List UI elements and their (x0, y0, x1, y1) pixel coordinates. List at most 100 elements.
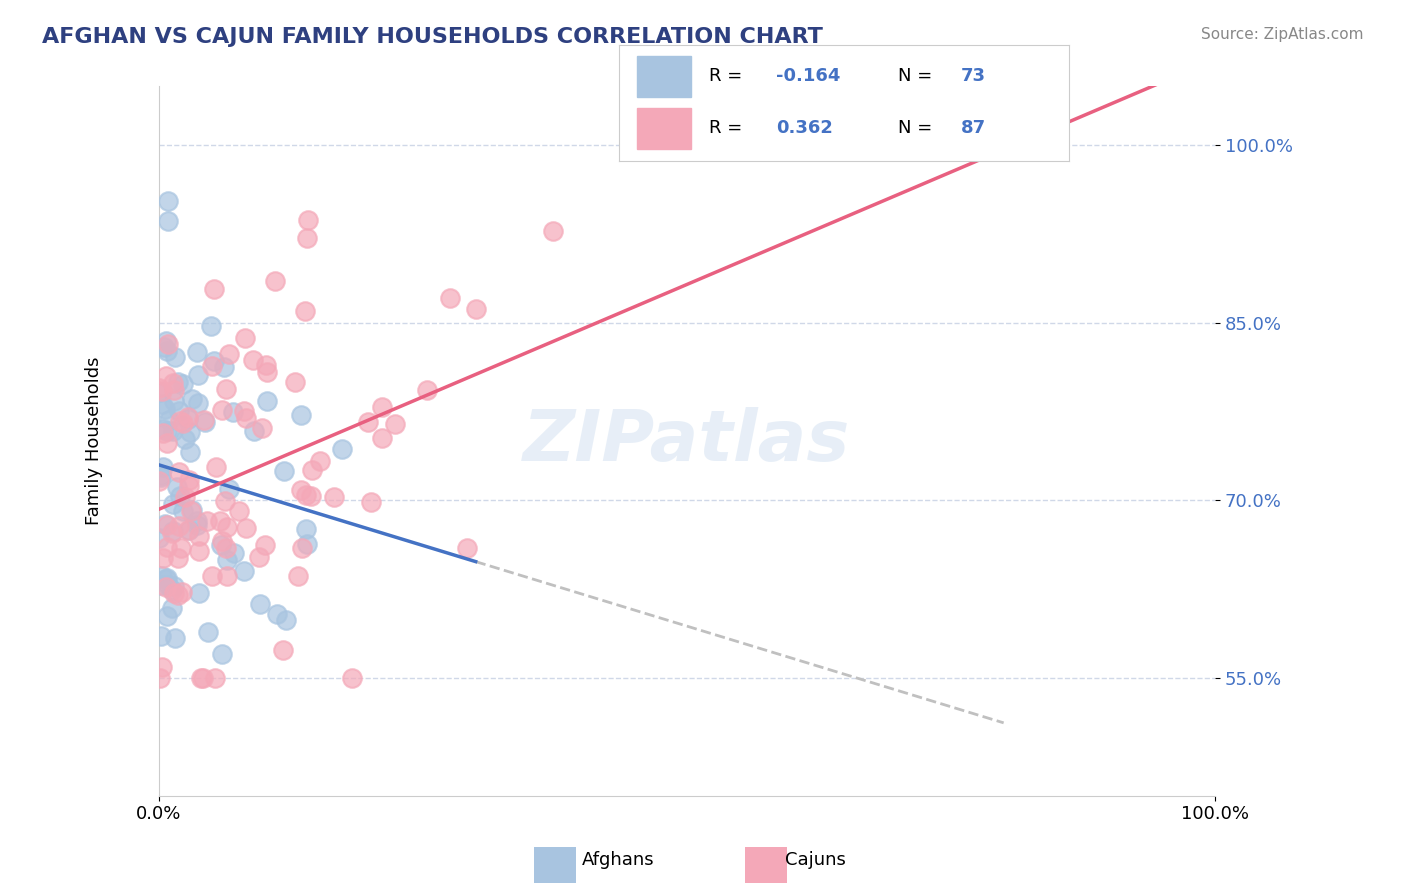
Point (165, 632, 187, 646)
Point (177, 409, 200, 424)
Point (197, 624, 219, 639)
Point (170, 541, 193, 555)
Point (330, 442, 353, 457)
Point (186, 345, 208, 359)
Point (264, 273, 287, 287)
Point (148, 531, 170, 545)
Point (187, 544, 209, 558)
Point (201, 568, 224, 582)
Point (205, 460, 228, 475)
Point (384, 417, 406, 431)
Point (167, 551, 190, 566)
Point (356, 416, 378, 430)
Point (169, 489, 191, 503)
Point (150, 396, 173, 410)
Text: N =: N = (897, 67, 938, 85)
Point (371, 400, 394, 414)
Point (228, 504, 250, 518)
Point (211, 534, 233, 549)
Point (149, 467, 172, 482)
Point (149, 671, 172, 685)
Point (217, 552, 239, 566)
Point (155, 368, 177, 383)
Point (193, 412, 215, 426)
Point (156, 424, 179, 438)
Point (160, 600, 183, 615)
Point (274, 613, 297, 627)
Point (200, 319, 222, 334)
Point (187, 396, 209, 410)
Point (160, 583, 183, 598)
Point (187, 586, 209, 600)
Point (181, 392, 204, 406)
Point (249, 598, 271, 612)
Point (148, 474, 170, 488)
Point (156, 608, 179, 623)
Point (155, 580, 177, 594)
Bar (637, 56, 690, 97)
Text: R =: R = (709, 67, 748, 85)
Point (180, 504, 202, 518)
Point (155, 572, 177, 586)
Point (247, 549, 270, 564)
Point (156, 518, 179, 533)
Point (371, 431, 394, 445)
Text: N =: N = (897, 120, 938, 137)
Point (180, 503, 202, 517)
Point (301, 463, 323, 477)
Point (309, 454, 332, 468)
Point (201, 359, 224, 374)
Point (190, 671, 212, 685)
Point (162, 524, 184, 538)
Point (204, 671, 226, 685)
Point (166, 480, 188, 494)
Point (152, 422, 174, 436)
Point (163, 394, 186, 409)
Point (148, 381, 170, 395)
Point (149, 385, 172, 400)
Point (169, 414, 191, 428)
Point (155, 334, 177, 348)
Point (273, 464, 295, 478)
Point (235, 521, 257, 535)
Point (150, 569, 173, 583)
Point (156, 435, 179, 450)
Text: -0.164: -0.164 (776, 67, 841, 85)
Point (214, 494, 236, 508)
Point (152, 426, 174, 441)
Point (211, 403, 233, 417)
Point (266, 607, 288, 621)
Point (290, 408, 312, 422)
Text: 87: 87 (960, 120, 986, 137)
Point (224, 546, 246, 560)
Point (543, 224, 565, 238)
Point (287, 569, 309, 583)
Point (156, 540, 179, 554)
Point (157, 214, 180, 228)
Point (271, 642, 294, 657)
Point (167, 375, 190, 389)
Point (218, 482, 240, 496)
Point (162, 425, 184, 439)
Point (162, 383, 184, 397)
Point (464, 301, 486, 316)
Point (415, 384, 437, 398)
Point (179, 425, 201, 439)
Point (172, 503, 194, 517)
Point (212, 360, 235, 375)
Point (195, 514, 218, 528)
Point (242, 353, 264, 368)
Point (439, 291, 461, 305)
Point (163, 350, 186, 364)
Point (217, 569, 239, 583)
Point (162, 497, 184, 511)
Point (157, 578, 180, 592)
Point (294, 303, 316, 318)
Point (179, 445, 201, 459)
Point (256, 394, 278, 409)
Point (215, 541, 238, 555)
Point (256, 365, 278, 379)
Point (360, 494, 382, 508)
Text: 0.362: 0.362 (776, 120, 832, 137)
Point (179, 479, 201, 493)
